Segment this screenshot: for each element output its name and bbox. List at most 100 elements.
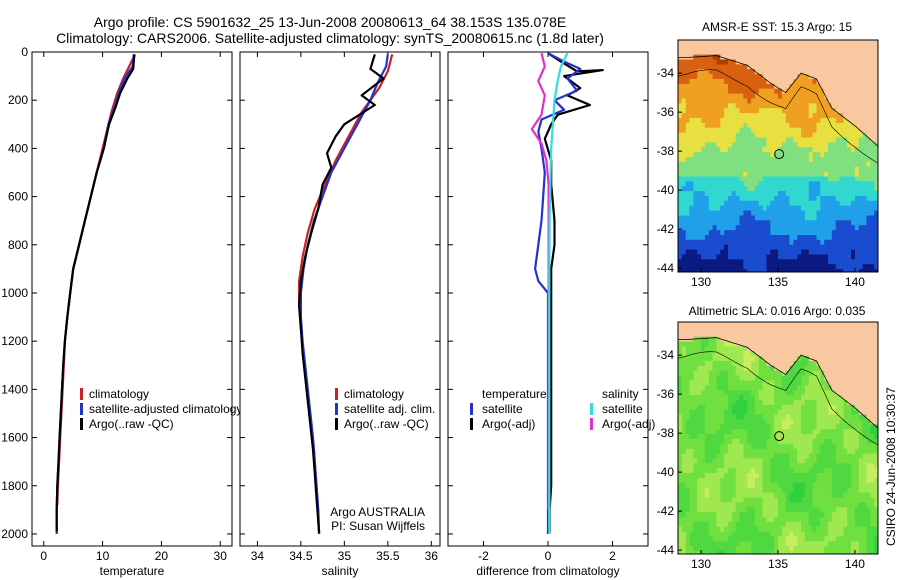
- map-cell: [678, 463, 683, 469]
- map-cell: [766, 59, 771, 65]
- map-cell: [854, 497, 860, 503]
- map-cell: [724, 196, 729, 202]
- map-cell: [816, 409, 821, 416]
- map-cell: [712, 152, 717, 158]
- map-cell: [678, 244, 683, 251]
- map-cell: [854, 443, 860, 450]
- map-cell: [839, 507, 844, 513]
- map-cell: [793, 322, 798, 328]
- map-cell: [728, 69, 733, 75]
- map-cell: [824, 448, 829, 455]
- map-cell: [728, 83, 733, 90]
- map-cell: [701, 113, 706, 119]
- map-cell: [847, 215, 852, 221]
- map-cell: [804, 142, 810, 148]
- map-cell: [720, 365, 725, 372]
- map-cell: [835, 205, 841, 212]
- map-cell: [847, 478, 852, 484]
- map-cell: [816, 54, 821, 61]
- map-cell: [801, 220, 806, 226]
- map-cell: [758, 351, 764, 357]
- map-cell: [678, 404, 683, 411]
- map-cell: [874, 215, 878, 221]
- map-cell: [781, 239, 787, 246]
- map-cell: [870, 196, 875, 202]
- map-cell: [789, 59, 794, 65]
- map-cell: [762, 487, 767, 494]
- map-cell: [824, 414, 829, 421]
- map-cell: [770, 191, 775, 197]
- map-cell: [758, 526, 764, 533]
- map-cell: [808, 127, 814, 134]
- map-cell: [828, 137, 833, 143]
- map-cell: [693, 59, 698, 65]
- map-cell: [770, 249, 775, 256]
- map-cell: [754, 127, 760, 134]
- map-cell: [681, 351, 687, 357]
- map-cell: [854, 74, 860, 80]
- map-cell: [770, 122, 775, 129]
- map-cell: [835, 361, 841, 367]
- map-cell: [854, 205, 860, 212]
- map-cell: [728, 502, 733, 508]
- map-cell: [816, 127, 821, 134]
- map-cell: [858, 356, 864, 362]
- map-cell: [701, 79, 706, 85]
- map-cell: [793, 365, 798, 372]
- map-cell: [770, 259, 775, 265]
- map-cell: [720, 44, 725, 51]
- map-cell: [793, 482, 798, 489]
- map-cell: [747, 161, 752, 168]
- map-cell: [785, 137, 791, 143]
- map-cell: [678, 380, 683, 386]
- map-cell: [693, 361, 698, 367]
- map-cell: [724, 171, 729, 178]
- map-cell: [743, 49, 748, 56]
- map-cell: [762, 122, 767, 129]
- map-cell: [728, 478, 733, 484]
- map-cell: [778, 269, 783, 272]
- map-cell: [839, 166, 844, 173]
- map-cell: [831, 259, 837, 265]
- map-cell: [870, 79, 875, 85]
- map-cell: [778, 361, 783, 367]
- map-cell: [728, 351, 733, 357]
- map-cell: [731, 487, 737, 494]
- map-cell: [839, 385, 844, 391]
- map-cell: [858, 521, 864, 528]
- map-cell: [739, 269, 744, 272]
- map-cell: [693, 341, 698, 347]
- map-cell: [693, 161, 698, 168]
- map-cell: [816, 400, 821, 406]
- map-cell: [716, 521, 721, 528]
- map-cell: [789, 507, 794, 513]
- map-cell: [758, 161, 764, 168]
- map-cell: [785, 365, 791, 372]
- map-cell: [747, 414, 752, 421]
- map-cell: [808, 205, 814, 212]
- map-cell: [797, 424, 802, 430]
- map-cell: [862, 365, 867, 372]
- map-cell: [843, 439, 848, 445]
- map-cell: [835, 419, 841, 425]
- map-cell: [720, 181, 725, 187]
- map-cell: [797, 74, 802, 80]
- map-cell: [808, 331, 814, 338]
- map-cell: [866, 49, 871, 56]
- map-cell: [724, 517, 729, 523]
- map-cell: [793, 127, 798, 134]
- map-cell: [743, 166, 748, 173]
- map-cell: [693, 210, 698, 217]
- pi-annotation: Argo AUSTRALIA: [330, 505, 425, 519]
- map-cell: [770, 468, 775, 474]
- map-cell: [781, 487, 787, 494]
- map-cell: [828, 507, 833, 513]
- map-cell: [789, 458, 794, 464]
- map-cell: [781, 336, 787, 343]
- map-cell: [751, 419, 756, 425]
- map-cell: [781, 322, 787, 328]
- map-cell: [708, 512, 714, 518]
- map-cell: [685, 482, 691, 489]
- map-cell: [697, 395, 702, 401]
- map-cell: [854, 118, 860, 124]
